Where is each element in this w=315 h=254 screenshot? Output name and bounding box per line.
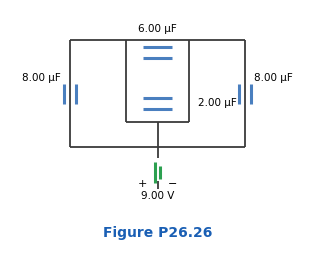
Text: −: − bbox=[168, 179, 177, 188]
Text: 8.00 μF: 8.00 μF bbox=[254, 73, 293, 83]
Text: 8.00 μF: 8.00 μF bbox=[22, 73, 61, 83]
Text: 6.00 μF: 6.00 μF bbox=[138, 24, 177, 34]
Text: 2.00 μF: 2.00 μF bbox=[198, 98, 237, 108]
Text: +: + bbox=[138, 179, 147, 188]
Text: 9.00 V: 9.00 V bbox=[141, 191, 174, 201]
Text: Figure P26.26: Figure P26.26 bbox=[103, 226, 212, 240]
